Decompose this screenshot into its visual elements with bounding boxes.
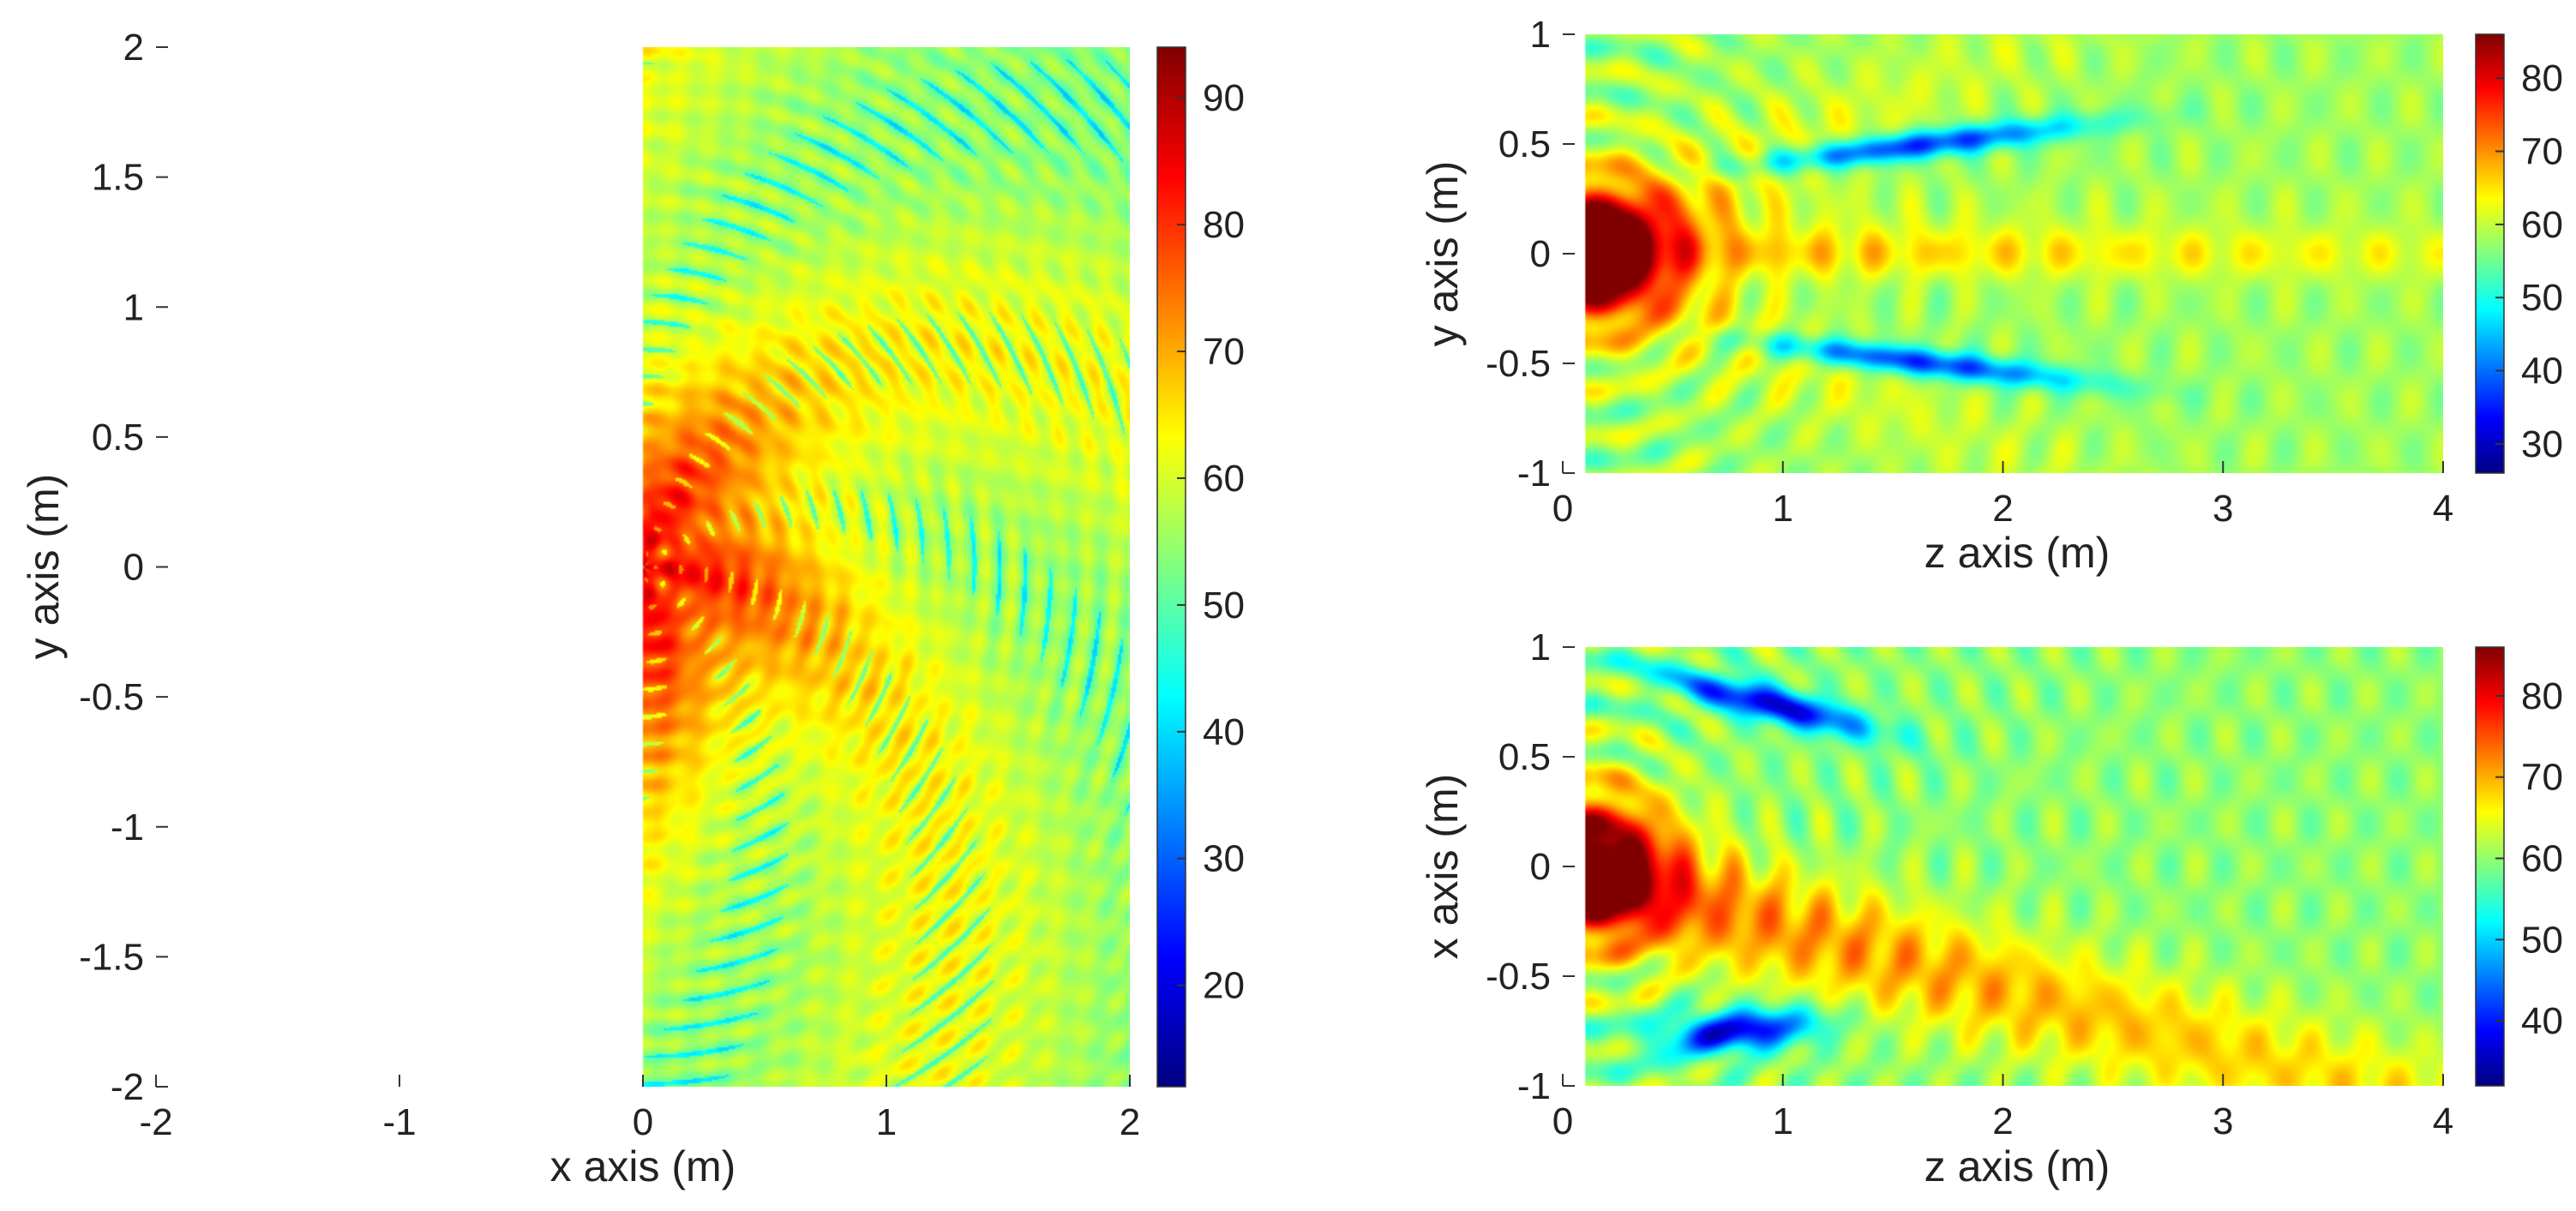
y-tick-label: 0 [1530, 233, 1551, 275]
heatmap-xy [156, 47, 1130, 1087]
y-tick-label: -0.5 [79, 676, 144, 718]
y-axis-label-xz: x axis (m) [1419, 774, 1467, 960]
axes-xz: 0 1 2 3 4 1 0.5 0 -0.5 -1 [1486, 626, 2453, 1142]
x-tick-label: 0 [1552, 488, 1573, 530]
colorbar-yz [2475, 33, 2505, 474]
colorbar-tick-label: 80 [2521, 57, 2563, 99]
x-tick-label: 0 [633, 1101, 653, 1143]
colorbar-xz [2475, 646, 2505, 1087]
x-tick-label: 3 [2213, 1100, 2233, 1142]
y-tick-label: -1 [111, 806, 144, 848]
colorbar-tick-label: 30 [2521, 423, 2563, 465]
colorbar-tick-label: 30 [1203, 838, 1245, 880]
y-axis-label-yz: y axis (m) [1419, 161, 1467, 347]
x-tick-label: 4 [2433, 1100, 2453, 1142]
colorbar-tick-label: 70 [1203, 331, 1245, 373]
x-tick-label: 2 [1120, 1101, 1140, 1143]
chart-panel-xy: -2 -1 0 1 2 2 1.5 1 0.5 0 -0.5 -1 -1.5 -2 90 80 70 60 50 4… [20, 27, 1245, 1190]
y-tick-label: 1 [1530, 14, 1551, 56]
y-tick-label: -2 [111, 1066, 144, 1108]
x-tick-label: -1 [382, 1101, 416, 1143]
chart-panel-yz: 0 1 2 3 4 1 0.5 0 -0.5 -1 80 70 60 50 40 30 z axis (m)… [1419, 14, 2563, 577]
colorbar-tick-label: 90 [1203, 77, 1245, 119]
colorbar-tick-label: 80 [1203, 204, 1245, 246]
colorbar-ticks-xy: 90 80 70 60 50 40 30 20 [1177, 77, 1245, 1007]
colorbar-ticks-yz: 80 70 60 50 40 30 [2495, 57, 2563, 465]
x-tick-label: 3 [2213, 488, 2233, 530]
heatmap-xz [1563, 647, 2443, 1086]
colorbar-tick-label: 50 [2521, 919, 2563, 961]
x-tick-label: 2 [1992, 1100, 2013, 1142]
y-tick-label: -0.5 [1486, 343, 1551, 385]
axes-yz: 0 1 2 3 4 1 0.5 0 -0.5 -1 [1486, 14, 2453, 530]
x-tick-label: 2 [1992, 488, 2013, 530]
x-tick-label: 1 [876, 1101, 897, 1143]
colorbar-tick-label: 50 [2521, 277, 2563, 319]
y-tick-label: -0.5 [1486, 956, 1551, 998]
y-tick-label: 1 [123, 286, 144, 328]
x-axis-label-yz: z axis (m) [1924, 529, 2111, 577]
x-axis-label-xz: z axis (m) [1924, 1142, 2111, 1190]
x-tick-label: -2 [139, 1101, 172, 1143]
y-tick-label: -1 [1517, 453, 1551, 495]
colorbar-tick-label: 20 [1203, 965, 1245, 1007]
y-axis-label-xy: y axis (m) [20, 474, 68, 660]
y-tick-label: 0.5 [1498, 123, 1551, 165]
colorbar-xy [1156, 46, 1186, 1088]
y-tick-label: 1.5 [92, 157, 144, 199]
chart-panel-xz: 0 1 2 3 4 1 0.5 0 -0.5 -1 80 70 60 50 40 z axis (m) x… [1419, 626, 2563, 1190]
x-tick-label: 1 [1773, 1100, 1793, 1142]
x-tick-label: 1 [1773, 488, 1793, 530]
colorbar-tick-label: 60 [2521, 204, 2563, 246]
y-tick-label: 0.5 [92, 417, 144, 459]
x-tick-label: 4 [2433, 488, 2453, 530]
colorbar-tick-label: 60 [2521, 838, 2563, 880]
colorbar-tick-label: 40 [1203, 711, 1245, 753]
heatmap-yz [1563, 34, 2443, 473]
colorbar-tick-label: 80 [2521, 675, 2563, 717]
colorbar-tick-label: 70 [2521, 131, 2563, 173]
y-tick-label: 0.5 [1498, 736, 1551, 778]
x-axis-label-xy: x axis (m) [550, 1142, 736, 1190]
colorbar-tick-label: 40 [2521, 351, 2563, 393]
colorbar-tick-label: 50 [1203, 585, 1245, 626]
axes-xy: -2 -1 0 1 2 2 1.5 1 0.5 0 -0.5 -1 -1.5 -2 [79, 27, 1140, 1143]
y-tick-label: 0 [1530, 846, 1551, 888]
colorbar-ticks-xz: 80 70 60 50 40 [2495, 675, 2563, 1042]
colorbar-tick-label: 70 [2521, 757, 2563, 799]
colorbar-tick-label: 60 [1203, 458, 1245, 500]
colorbar-tick-label: 40 [2521, 1000, 2563, 1042]
x-tick-label: 0 [1552, 1100, 1573, 1142]
y-tick-label: 1 [1530, 626, 1551, 668]
y-tick-label: -1.5 [79, 936, 144, 978]
y-tick-label: 0 [123, 547, 144, 589]
y-tick-label: 2 [123, 27, 144, 69]
y-tick-label: -1 [1517, 1065, 1551, 1107]
